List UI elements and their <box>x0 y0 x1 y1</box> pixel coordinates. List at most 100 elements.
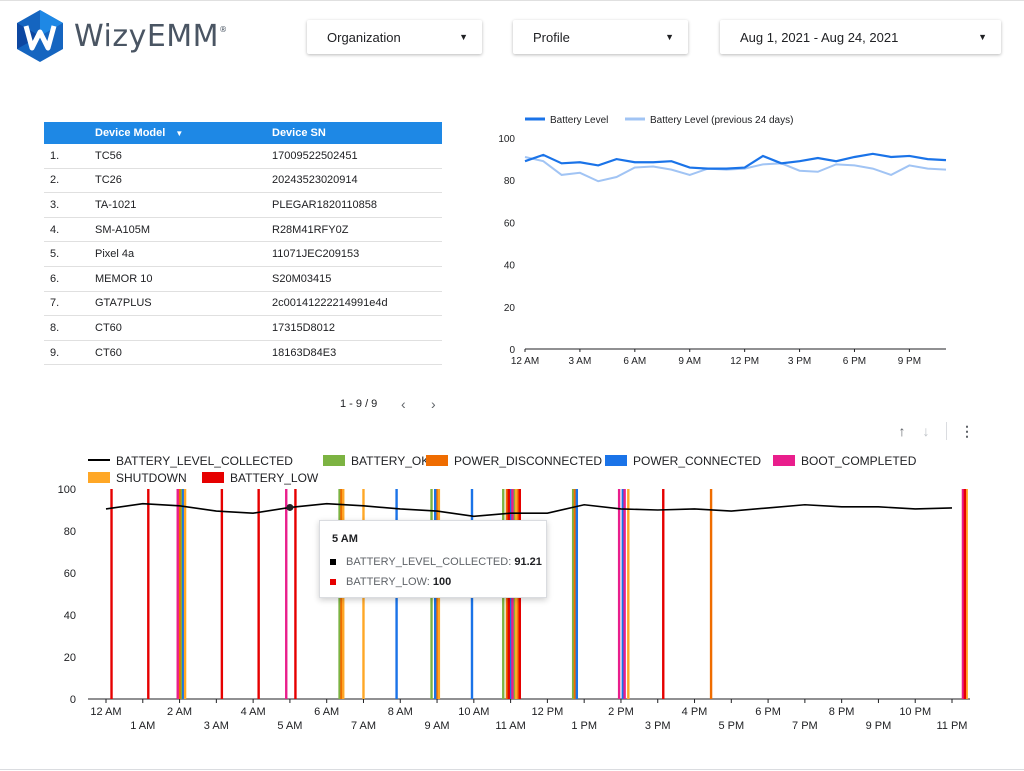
device-sn-cell: 11071JEC209153 <box>272 248 360 261</box>
wizyemm-logo: WizyEMM® <box>12 8 228 64</box>
legend-label: POWER_DISCONNECTED <box>454 454 602 468</box>
dropdown-caret-icon: ▼ <box>978 32 987 42</box>
organization-filter-dropdown[interactable]: Organization ▼ <box>307 20 482 54</box>
x-tick-label: 11 PM <box>937 720 968 732</box>
x-tick-label: 11 AM <box>495 720 525 732</box>
x-tick-label: 9 PM <box>866 720 892 732</box>
event-bar <box>257 489 260 699</box>
row-number: 3. <box>50 198 60 211</box>
pagination-range: 1 - 9 / 9 <box>340 398 378 410</box>
x-tick-label: 3 PM <box>788 356 811 367</box>
date-range-dropdown[interactable]: Aug 1, 2021 - Aug 24, 2021 ▼ <box>720 20 1001 54</box>
legend-swatch-icon <box>605 455 627 466</box>
event-bar <box>285 489 288 699</box>
y-tick-label: 20 <box>504 303 516 314</box>
device-model-cell: TC26 <box>95 174 122 187</box>
y-tick-label: 0 <box>509 345 515 356</box>
x-tick-label: 9 AM <box>425 720 450 732</box>
row-number: 1. <box>50 149 60 162</box>
sort-descending-icon[interactable]: ▼ <box>175 128 184 138</box>
y-tick-label: 80 <box>504 176 516 187</box>
device-model-cell: TA-1021 <box>95 198 137 211</box>
table-row[interactable]: 6. MEMOR 10 S20M03415 <box>44 267 442 292</box>
table-row[interactable]: 3. TA-1021 PLEGAR1820110858 <box>44 193 442 218</box>
legend-label: BATTERY_LEVEL_COLLECTED <box>116 454 293 468</box>
device-model-cell: Pixel 4a <box>95 248 135 261</box>
more-options-icon[interactable]: ⋮ <box>960 422 974 439</box>
event-bar <box>623 489 626 699</box>
x-tick-label: 3 PM <box>645 720 671 732</box>
sort-descending-arrow-icon[interactable]: ↓ <box>922 423 930 439</box>
legend-swatch-icon <box>323 455 345 466</box>
event-bar <box>965 489 968 699</box>
event-bar <box>183 489 187 699</box>
column-header-device-model[interactable]: Device Model ▼ <box>95 127 184 139</box>
device-model-cell: MEMOR 10 <box>95 272 153 285</box>
legend-label: POWER_CONNECTED <box>633 454 761 468</box>
table-row[interactable]: 9. CT60 18163D84E3 <box>44 341 442 366</box>
profile-filter-label: Profile <box>533 29 570 45</box>
brand-registered-mark: ® <box>219 24 228 34</box>
organization-filter-label: Organization <box>327 29 401 45</box>
x-tick-label: 8 PM <box>829 706 855 718</box>
event-bar <box>621 489 624 699</box>
table-row[interactable]: 7. GTA7PLUS 2c00141222214991e4d <box>44 292 442 317</box>
bottom-divider <box>0 769 1024 770</box>
toolbar-divider <box>946 422 947 440</box>
x-tick-label: 3 AM <box>569 356 592 367</box>
event-bar <box>180 489 183 699</box>
top-divider <box>0 0 1024 1</box>
event-bar <box>573 489 577 699</box>
column-header-device-sn[interactable]: Device SN <box>272 127 326 139</box>
y-tick-label: 40 <box>504 261 516 272</box>
next-page-icon[interactable]: › <box>430 396 436 412</box>
device-sn-cell: R28M41RFY0Z <box>272 223 349 236</box>
y-tick-label: 0 <box>70 694 76 706</box>
y-tick-label: 80 <box>64 526 76 538</box>
event-bar <box>709 489 713 699</box>
event-bar <box>178 489 181 699</box>
row-number: 6. <box>50 272 60 285</box>
tooltip-row: BATTERY_LOW: 100 <box>330 576 451 588</box>
legend-swatch-icon <box>88 472 110 483</box>
row-number: 4. <box>50 223 60 236</box>
event-bar <box>961 489 965 699</box>
x-tick-label: 6 PM <box>843 356 866 367</box>
device-sn-cell: 17009522502451 <box>272 149 358 162</box>
row-number: 8. <box>50 321 60 334</box>
legend-label: Battery Level (previous 24 days) <box>650 115 793 126</box>
event-bar <box>147 489 150 699</box>
date-range-label: Aug 1, 2021 - Aug 24, 2021 <box>740 29 899 45</box>
x-tick-label: 4 PM <box>682 706 708 718</box>
table-row[interactable]: 2. TC26 20243523020914 <box>44 169 442 194</box>
event-bar <box>176 489 179 699</box>
device-sn-cell: 18163D84E3 <box>272 346 337 359</box>
table-row[interactable]: 1. TC56 17009522502451 <box>44 144 442 169</box>
wizyemm-hex-icon <box>17 10 63 62</box>
x-tick-label: 8 AM <box>388 706 413 718</box>
profile-filter-dropdown[interactable]: Profile ▼ <box>513 20 688 54</box>
device-model-cell: CT60 <box>95 321 122 334</box>
previous-page-icon[interactable]: ‹ <box>400 396 406 412</box>
y-tick-label: 100 <box>58 484 76 496</box>
event-bar <box>571 489 575 699</box>
sort-ascending-arrow-icon[interactable]: ↑ <box>898 423 906 439</box>
device-sn-cell: PLEGAR1820110858 <box>272 198 377 211</box>
x-tick-label: 12 PM <box>531 706 563 718</box>
table-row[interactable]: 4. SM-A105M R28M41RFY0Z <box>44 218 442 243</box>
x-tick-label: 5 AM <box>277 720 302 732</box>
table-row[interactable]: 8. CT60 17315D8012 <box>44 316 442 341</box>
device-sn-cell: 2c00141222214991e4d <box>272 297 388 310</box>
table-row[interactable]: 5. Pixel 4a 11071JEC209153 <box>44 242 442 267</box>
event-bar <box>182 489 185 699</box>
event-bar <box>627 489 630 699</box>
x-tick-label: 5 PM <box>718 720 744 732</box>
event-bar <box>662 489 665 699</box>
x-tick-label: 7 PM <box>792 720 818 732</box>
table-header: Device Model ▼ Device SN <box>44 122 442 144</box>
event-bar <box>575 489 579 699</box>
series-line <box>524 152 947 170</box>
x-tick-label: 2 AM <box>167 706 192 718</box>
x-tick-label: 12 AM <box>511 356 539 367</box>
y-tick-label: 20 <box>64 652 76 664</box>
